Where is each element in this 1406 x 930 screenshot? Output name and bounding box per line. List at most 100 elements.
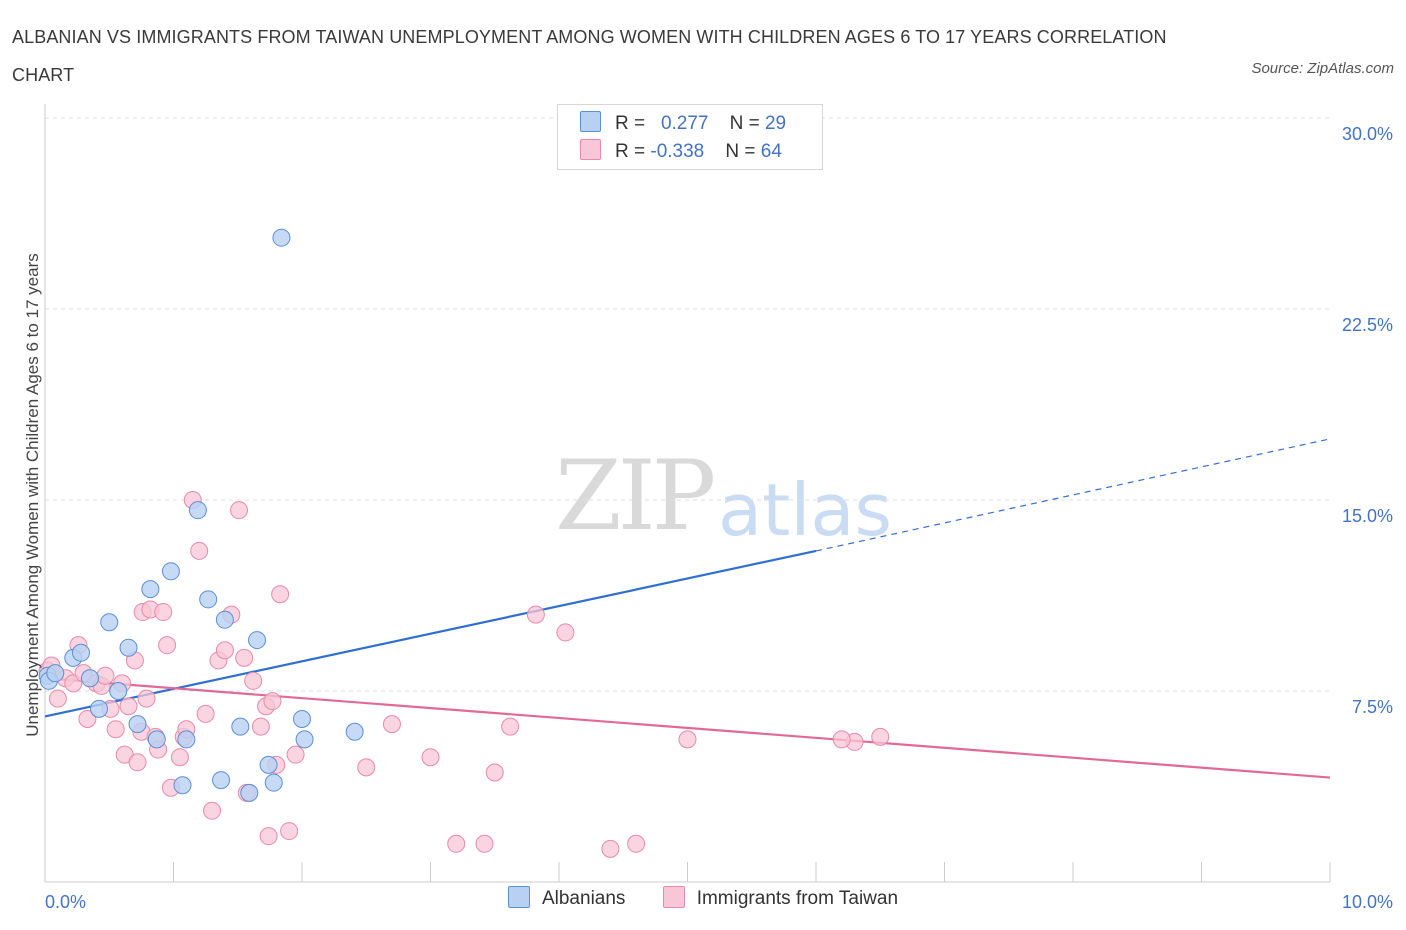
taiwan-trend-line [44,677,1331,779]
albanians-trend-extension [815,438,1331,552]
taiwan-point [271,585,290,604]
taiwan-point [158,636,177,655]
taiwan-point [251,717,270,736]
albanians-point [147,730,166,749]
taiwan-point [601,839,620,858]
taiwan-point [235,648,254,667]
trend-lines [44,438,1331,779]
legend-r-label: R = [615,113,651,134]
albanians-point [177,730,196,749]
albanians-point [259,755,278,774]
albanians-point [231,717,250,736]
albanians-point [46,664,65,683]
taiwan-swatch [662,886,685,908]
taiwan-point [421,748,440,767]
taiwan-point [485,763,504,782]
albanians-point [80,669,99,688]
legend-r-value: -0.338 [650,141,705,162]
legend-row-albanians: R = 0.277 N = 29 [580,110,786,138]
albanians-point [293,710,311,729]
albanians-point [240,783,259,802]
taiwan-point [244,671,263,690]
taiwan-point [286,745,305,764]
albanians-point [215,610,234,629]
albanians-point [188,501,207,520]
taiwan-point [447,834,466,853]
albanians-point [295,730,314,749]
legend-label: Immigrants from Taiwan [696,888,899,909]
taiwan-point [196,704,215,723]
legend-r-label: R = [615,141,651,162]
albanians-trend-line [44,549,817,718]
albanians-point [272,228,291,247]
albanians-point [71,643,90,662]
stats-legend: R = 0.277 N = 29 R = -0.338 N = 64 [557,104,823,170]
taiwan-point [106,720,125,739]
albanians-point [119,638,138,657]
series-legend: Albanians Immigrants from Taiwan [0,886,1406,910]
taiwan-point [230,501,249,520]
y-tick-label: 7.5% [1352,697,1393,717]
legend-n-label: N = [725,141,761,162]
data-points [38,228,890,858]
legend-n-label: N = [729,113,765,134]
taiwan-point [96,666,115,685]
legend-r-value: 0.277 [660,113,709,134]
chart-title: ALBANIAN VS IMMIGRANTS FROM TAIWAN UNEMP… [12,27,1167,85]
taiwan-point [128,753,147,772]
legend-n-value: 64 [760,141,782,162]
taiwan-point [832,730,851,749]
taiwan-point [280,822,299,841]
taiwan-point [215,641,234,660]
taiwan-point [78,710,97,729]
albanians-point [128,715,147,734]
y-axis-label: Unemployment Among Women with Children A… [23,253,42,737]
axes [44,104,1331,883]
watermark-zip: ZIP [555,440,716,552]
albanians-point [212,771,231,790]
taiwan-point [501,717,520,736]
albanians-point [248,631,267,650]
taiwan-point [259,827,278,846]
legend-item-taiwan: Immigrants from Taiwan [662,886,899,910]
legend-row-taiwan: R = -0.338 N = 64 [580,138,782,166]
albanians-point [199,590,218,609]
albanians-point [264,773,283,792]
x-tick-label: 0.0% [45,892,86,912]
albanians-point [141,580,160,599]
albanians-point [173,776,192,795]
taiwan-point [119,697,138,716]
y-tick-label: 30.0% [1342,124,1393,144]
tick-labels: 7.5% 15.0% 22.5% 30.0% 0.0% 10.0% [45,124,1393,912]
albanians-point [161,562,180,581]
watermark-atlas: atlas [718,468,892,552]
taiwan-point [170,748,189,767]
albanians-swatch [580,111,601,132]
taiwan-point [871,727,890,746]
taiwan-point [48,689,67,708]
taiwan-point [263,692,282,711]
y-tick-label: 15.0% [1342,506,1393,526]
taiwan-point [627,834,646,853]
albanians-point [109,682,128,700]
taiwan-point [526,605,545,624]
taiwan-point [190,541,209,560]
taiwan-point [137,689,156,708]
taiwan-point [382,715,401,734]
taiwan-point [357,758,376,777]
taiwan-point [556,623,575,642]
taiwan-point [678,730,697,749]
taiwan-point [154,603,173,622]
y-tick-label: 22.5% [1342,315,1393,335]
source-label: Source: ZipAtlas.com [1251,60,1394,77]
legend-n-value: 29 [764,113,787,134]
albanians-point [89,699,108,718]
legend-label: Albanians [541,888,626,909]
taiwan-point [475,834,494,853]
x-tick-label: 10.0% [1342,892,1393,912]
taiwan-point [203,801,222,820]
albanians-swatch [507,886,530,908]
albanians-point [100,613,119,632]
albanians-point [345,722,364,741]
taiwan-swatch [580,139,601,160]
